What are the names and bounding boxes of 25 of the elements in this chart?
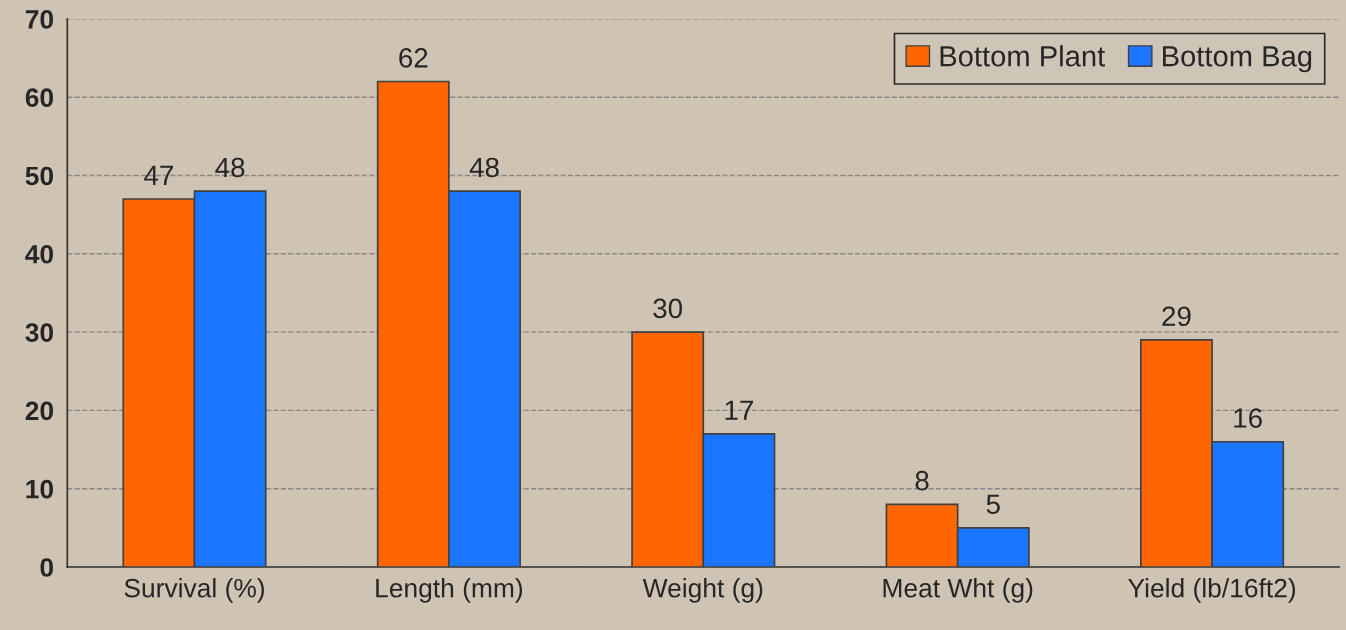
data-label: 5 <box>986 494 1000 515</box>
data-label: 62 <box>399 48 428 68</box>
data-label: 48 <box>469 157 499 178</box>
data-label: 47 <box>144 165 173 185</box>
x-tick-label: Meat Wht (g) <box>883 578 1033 603</box>
y-tick-label: 60 <box>25 88 54 108</box>
data-label: 29 <box>1162 306 1191 327</box>
data-label: 17 <box>725 400 753 420</box>
x-tick-label: Length (mm) <box>376 578 523 603</box>
data-label: 16 <box>1234 408 1262 428</box>
data-label: 30 <box>653 298 683 319</box>
y-tick-label: 70 <box>25 10 54 29</box>
data-label: 48 <box>215 157 245 178</box>
y-tick-label: 50 <box>25 166 54 186</box>
y-tick-label: 10 <box>26 479 54 499</box>
x-tick-label: Survival (%) <box>124 578 264 603</box>
y-tick-label: 40 <box>25 244 54 264</box>
y-tick-label: 30 <box>25 323 54 342</box>
legend-label: Bottom Plant <box>940 45 1105 67</box>
x-tick-label: Weight (g) <box>642 578 763 603</box>
y-tick-label: 20 <box>25 401 54 421</box>
data-label: 8 <box>915 470 929 491</box>
y-tick-label: 0 <box>40 558 54 577</box>
legend-label: Bottom Bag <box>1163 46 1312 73</box>
x-tick-label: Yield (lb/16ft2) <box>1128 578 1296 603</box>
